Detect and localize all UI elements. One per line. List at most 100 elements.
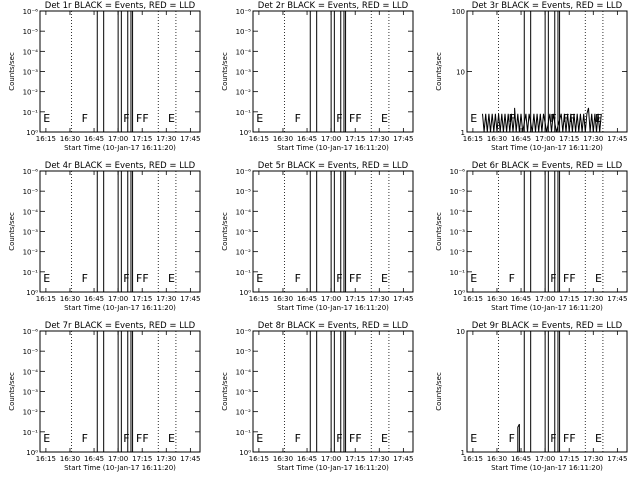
y-tick-label: 10⁰ — [26, 449, 38, 457]
x-tick-label: 16:30 — [60, 295, 80, 303]
panel-title: Det 9r BLACK = Events, RED = LLD — [472, 321, 623, 331]
plot-frame — [39, 330, 201, 453]
flag-label: F — [550, 272, 556, 285]
y-tick-label: 10⁻⁶ — [236, 8, 252, 16]
panel-1: Det 1r BLACK = Events, RED = LLD Counts/s… — [8, 1, 201, 152]
x-tick-label: 16:45 — [297, 455, 317, 463]
panel-2: Det 2r BLACK = Events, RED = LLD Counts/s… — [221, 1, 414, 152]
y-tick-label: 10⁻⁵ — [23, 188, 39, 196]
flag-label: F — [295, 272, 301, 285]
y-tick-label: 10⁻² — [23, 249, 39, 257]
flag-label: E — [256, 272, 263, 285]
panel-7: Det 7r BLACK = Events, RED = LLD Counts/s… — [8, 321, 201, 472]
series-line — [517, 423, 520, 452]
flag-label: E — [470, 112, 477, 125]
x-tick-label: 17:15 — [559, 295, 579, 303]
x-tick-label: 16:15 — [36, 135, 56, 143]
y-tick-label: 10⁻² — [236, 409, 252, 417]
flag-label: FF — [349, 272, 362, 285]
y-tick-label: 10⁻⁴ — [236, 208, 252, 216]
x-tick-label: 17:45 — [607, 455, 627, 463]
x-tick-label: 16:15 — [463, 455, 483, 463]
x-tick-label: 16:45 — [84, 455, 104, 463]
y-tick-label: 10 — [456, 328, 465, 336]
panel-title: Det 2r BLACK = Events, RED = LLD — [258, 1, 409, 11]
x-tick-label: 17:15 — [345, 135, 365, 143]
y-tick-label: 10⁻¹ — [236, 429, 252, 437]
y-axis-label: Counts/sec — [221, 52, 229, 91]
x-tick-label: 17:45 — [607, 295, 627, 303]
panel-8: Det 8r BLACK = Events, RED = LLD Counts/s… — [221, 321, 414, 472]
plot-frame — [39, 170, 201, 293]
panel-title: Det 3r BLACK = Events, RED = LLD — [472, 1, 623, 11]
flag-label: E — [256, 432, 263, 445]
flag-label: E — [168, 112, 175, 125]
flag-label: FF — [136, 112, 149, 125]
y-tick-label: 10⁻⁵ — [450, 188, 466, 196]
x-tick-label: 17:45 — [180, 455, 200, 463]
plot-frame — [466, 330, 628, 453]
plot-frame — [466, 10, 628, 133]
x-axis-label: Start Time (10-Jan-17 16:11:20) — [491, 464, 603, 472]
panel-4: Det 4r BLACK = Events, RED = LLD Counts/s… — [8, 161, 201, 312]
y-tick-label: 10⁻³ — [236, 389, 252, 397]
y-tick-label: 10⁻³ — [23, 69, 39, 77]
x-tick-label: 17:00 — [535, 455, 555, 463]
y-tick-label: 10⁻⁶ — [23, 168, 39, 176]
x-axis-label: Start Time (10-Jan-17 16:11:20) — [64, 304, 176, 312]
flag-label: F — [123, 272, 129, 285]
x-tick-label: 16:45 — [511, 295, 531, 303]
flag-label: E — [470, 272, 477, 285]
x-tick-label: 17:45 — [180, 295, 200, 303]
x-tick-label: 17:00 — [535, 295, 555, 303]
panel-9: Det 9r BLACK = Events, RED = LLD Counts/s… — [435, 321, 628, 472]
y-tick-label: 10⁻² — [236, 89, 252, 97]
y-axis-label: Counts/sec — [8, 52, 16, 91]
y-tick-label: 10⁻⁶ — [23, 8, 39, 16]
y-tick-label: 10⁻³ — [23, 229, 39, 237]
flag-label: F — [82, 432, 88, 445]
flag-label: F — [336, 432, 342, 445]
y-tick-label: 10⁻⁵ — [23, 28, 39, 36]
x-tick-label: 16:45 — [297, 135, 317, 143]
x-tick-label: 17:30 — [156, 455, 176, 463]
flag-label: E — [256, 112, 263, 125]
y-tick-label: 10⁻³ — [450, 229, 466, 237]
flag-label: E — [168, 432, 175, 445]
x-tick-label: 17:00 — [321, 455, 341, 463]
y-tick-label: 10⁻¹ — [23, 269, 39, 277]
x-tick-label: 17:30 — [156, 135, 176, 143]
y-tick-label: 10⁻⁴ — [23, 368, 39, 376]
y-tick-label: 10⁻¹ — [236, 269, 252, 277]
x-tick-label: 17:15 — [132, 455, 152, 463]
flag-label: E — [381, 272, 388, 285]
x-tick-label: 16:30 — [487, 135, 507, 143]
y-tick-label: 10⁰ — [26, 289, 38, 297]
y-tick-label: 10⁻⁶ — [236, 328, 252, 336]
plot-frame — [252, 10, 414, 133]
y-tick-label: 10⁻¹ — [450, 269, 466, 277]
panel-6: Det 6r BLACK = Events, RED = LLD Counts/s… — [435, 161, 628, 312]
flag-label: FF — [563, 432, 576, 445]
y-tick-label: 10⁻² — [236, 249, 252, 257]
y-tick-label: 10⁻⁵ — [23, 348, 39, 356]
y-tick-label: 10⁻⁴ — [236, 48, 252, 56]
y-tick-label: 10⁻⁴ — [23, 208, 39, 216]
x-tick-label: 16:15 — [36, 295, 56, 303]
y-axis-label: Counts/sec — [8, 372, 16, 411]
x-tick-label: 17:00 — [108, 455, 128, 463]
x-tick-label: 16:30 — [60, 455, 80, 463]
x-axis-label: Start Time (10-Jan-17 16:11:20) — [64, 144, 176, 152]
y-axis-label: Counts/sec — [8, 212, 16, 251]
x-tick-label: 17:45 — [393, 455, 413, 463]
plot-frame — [252, 170, 414, 293]
y-tick-label: 10⁻¹ — [23, 429, 39, 437]
flag-label: FF — [563, 112, 576, 125]
y-axis-label: Counts/sec — [435, 372, 443, 411]
flag-label: F — [336, 272, 342, 285]
x-tick-label: 17:15 — [345, 295, 365, 303]
x-tick-label: 16:15 — [249, 455, 269, 463]
y-tick-label: 10⁻² — [23, 409, 39, 417]
